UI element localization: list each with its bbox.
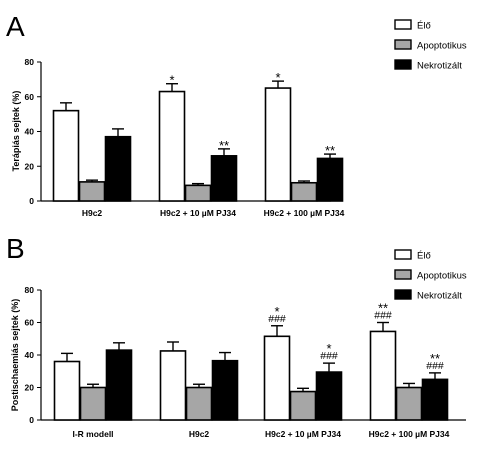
significance-label: ### [374, 310, 392, 322]
legend-label: Élő [417, 251, 431, 262]
y-tick-label: 80 [25, 57, 35, 67]
bar [210, 155, 238, 202]
x-tick-label: H9c2 [189, 429, 210, 439]
legend-label: Nekrotizált [417, 61, 462, 72]
significance-label: * [275, 70, 280, 85]
x-tick-label: H9c2 + 100 µM PJ34 [369, 429, 450, 439]
y-tick-label: 40 [25, 350, 35, 360]
legend-swatch [394, 59, 412, 70]
bar [184, 184, 212, 202]
y-tick-label: 80 [25, 285, 35, 295]
legend-label: Nekrotizált [417, 291, 462, 302]
legend-label: Élő [417, 21, 431, 32]
y-tick-label: 60 [25, 92, 35, 102]
significance-label: * [326, 341, 331, 356]
x-tick-label: H9c2 + 10 µM PJ34 [160, 208, 236, 218]
legend-label: Apoptotikus [417, 271, 467, 282]
y-tick-label: 20 [25, 383, 35, 393]
bar [104, 135, 132, 202]
panel-letter: B [6, 233, 25, 264]
significance-label: ** [430, 351, 440, 366]
bar [79, 386, 107, 421]
panel-letter: A [6, 11, 25, 42]
significance-label: * [169, 73, 174, 88]
x-tick-label: H9c2 + 10 µM PJ34 [265, 429, 341, 439]
legend-swatch [394, 39, 412, 50]
bar [264, 87, 292, 202]
significance-label: ### [320, 350, 338, 362]
bar [105, 349, 133, 421]
bar [289, 390, 317, 421]
legend-swatch [394, 289, 412, 300]
y-tick-label: 20 [25, 161, 35, 171]
significance-label: ### [268, 313, 286, 325]
y-tick-label: 0 [29, 415, 34, 425]
y-tick-label: 60 [25, 318, 35, 328]
bar [211, 359, 239, 421]
y-axis-label: Terápiás sejtek (%) [11, 91, 21, 172]
legend-label: Apoptotikus [417, 41, 467, 52]
significance-label: ** [325, 143, 335, 158]
bar [290, 181, 318, 202]
bar [395, 386, 423, 421]
legend-swatch [394, 249, 412, 260]
bar [158, 90, 186, 202]
bar [315, 371, 343, 421]
x-tick-label: H9c2 + 100 µM PJ34 [264, 208, 345, 218]
y-tick-label: 40 [25, 127, 35, 137]
legend-swatch [394, 19, 412, 30]
significance-label: ### [426, 360, 444, 372]
y-axis-label: Postischaemiás sejtek (%) [10, 299, 20, 412]
significance-label: ** [219, 138, 229, 153]
bar [263, 335, 291, 421]
bar [52, 109, 80, 202]
legend-swatch [394, 269, 412, 280]
bar [78, 181, 106, 202]
bar [185, 386, 213, 421]
x-tick-label: H9c2 [82, 208, 103, 218]
bar [316, 157, 344, 202]
bar [159, 350, 187, 421]
bar [53, 360, 81, 421]
chart-panel-b: B 0 20 40 60 80 Postischaemiás sejtek (%) I-R m… [6, 233, 467, 439]
y-tick-label: 0 [29, 196, 34, 206]
significance-label: * [274, 304, 279, 319]
bar [421, 378, 449, 421]
bar [369, 330, 397, 421]
x-tick-label: I-R modell [72, 429, 113, 439]
significance-label: ** [378, 301, 388, 316]
